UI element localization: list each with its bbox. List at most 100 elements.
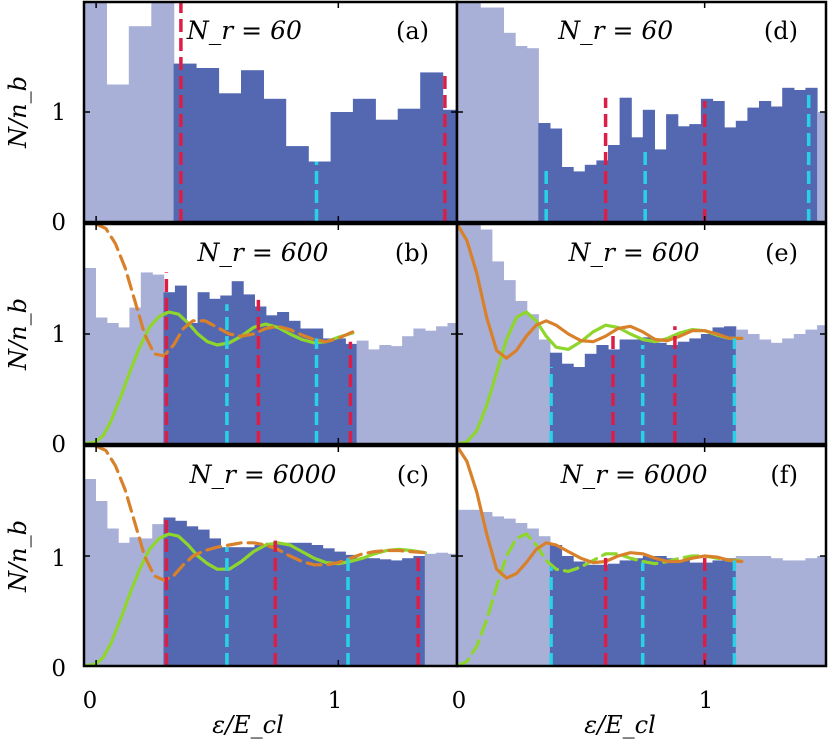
panel-label-d: (d)	[764, 17, 798, 45]
bar-d-11	[584, 164, 597, 222]
y-axis-label-bot: N/n_b	[4, 520, 32, 593]
bar-f-25	[747, 556, 760, 666]
bar-d-1	[468, 2, 481, 222]
panel-f: N_r = 6000 (f)	[455, 444, 828, 668]
bar-a-14	[397, 108, 421, 222]
bar-f-30	[805, 558, 818, 666]
bar-c-4	[129, 537, 142, 666]
bar-f-24	[735, 556, 748, 666]
bar-a-5	[196, 68, 220, 222]
bar-a-7	[241, 70, 264, 222]
bar-e-26	[759, 339, 772, 444]
panel-title-c: N_r = 6000	[189, 460, 337, 489]
bar-e-22	[712, 327, 725, 444]
panel-label-f: (f)	[770, 461, 798, 489]
bar-c-17	[277, 542, 290, 666]
bar-e-16	[642, 337, 655, 444]
series-orange-e	[457, 224, 744, 360]
bar-d-10	[573, 171, 586, 222]
ytick-mid-0: 0	[51, 432, 66, 458]
panel-a: N_r = 60 (a)	[82, 0, 459, 224]
bar-f-9	[561, 556, 574, 666]
bar-d-26	[759, 101, 772, 222]
bar-b-29	[413, 328, 426, 444]
bar-f-19	[677, 560, 690, 666]
bar-c-23	[345, 554, 358, 666]
bar-e-15	[631, 339, 644, 444]
bar-c-7	[163, 517, 176, 666]
y-axis-label-top: N/n_b	[4, 76, 32, 149]
bar-d-8	[549, 128, 563, 222]
bar-b-5	[140, 272, 153, 444]
panel-b-plot	[84, 224, 457, 444]
bar-e-12	[596, 345, 609, 444]
panel-d: N_r = 60 (d)	[455, 0, 828, 224]
bar-e-0	[457, 224, 470, 444]
series-green-b	[84, 310, 355, 444]
bar-e-14	[619, 339, 632, 444]
bar-f-0	[457, 509, 470, 666]
bar-d-28	[782, 87, 795, 222]
bar-f-26	[759, 556, 772, 666]
bar-c-15	[254, 545, 267, 666]
bar-b-22	[333, 338, 346, 444]
bar-a-2	[128, 26, 152, 222]
panel-a-plot	[84, 2, 457, 222]
bar-b-7	[163, 292, 176, 444]
bar-b-32	[447, 323, 457, 444]
bar-f-7	[538, 536, 551, 666]
bar-f-16	[642, 556, 655, 666]
bar-f-15	[631, 558, 644, 666]
bar-e-10	[573, 367, 586, 444]
bar-e-21	[700, 334, 714, 444]
bar-c-30	[424, 553, 437, 666]
bar-e-6	[526, 314, 539, 444]
bar-e-5	[515, 301, 528, 444]
panel-label-a: (a)	[396, 17, 429, 45]
bar-e-25	[747, 334, 760, 444]
bar-c-32	[447, 553, 457, 666]
ytick-mid-1: 1	[51, 322, 66, 348]
bar-d-23	[724, 127, 737, 222]
panel-d-plot	[457, 2, 826, 222]
bar-b-0	[84, 268, 96, 444]
bar-e-4	[503, 280, 516, 444]
xtick-left-0: 0	[83, 688, 98, 714]
bar-f-14	[619, 560, 632, 666]
bar-d-5	[515, 46, 528, 222]
series-green-f	[457, 532, 744, 666]
bar-f-21	[700, 562, 714, 666]
panel-f-plot	[457, 446, 826, 666]
bar-c-1	[95, 501, 108, 666]
bar-b-18	[288, 320, 301, 444]
panel-title-b: N_r = 600	[197, 238, 329, 267]
bar-a-9	[285, 146, 309, 222]
bar-c-20	[311, 545, 324, 666]
ytick-bot-1: 1	[51, 546, 66, 572]
bar-d-19	[677, 126, 690, 222]
bar-c-18	[288, 542, 301, 666]
bar-e-24	[735, 329, 748, 444]
bar-a-13	[375, 119, 399, 222]
bar-f-5	[515, 523, 528, 666]
bar-a-6	[218, 93, 242, 222]
bar-b-14	[243, 294, 255, 444]
bar-e-9	[561, 363, 574, 444]
bar-b-13	[231, 281, 244, 444]
series-orange-c	[94, 446, 428, 582]
bar-b-2	[106, 323, 119, 444]
bar-f-3	[491, 516, 504, 666]
bar-c-25	[368, 558, 380, 666]
series-green-c	[84, 532, 428, 666]
panel-c-plot	[84, 446, 457, 666]
bar-c-11	[209, 538, 221, 666]
bar-f-29	[793, 560, 806, 666]
bar-c-29	[413, 556, 426, 666]
panel-label-b: (b)	[395, 239, 429, 267]
xtick-right-0: 0	[452, 688, 467, 714]
panel-c: N_r = 6000 (c)	[82, 444, 459, 668]
bar-d-0	[457, 2, 470, 222]
bar-f-17	[654, 556, 667, 666]
bar-e-29	[793, 334, 806, 444]
bar-b-9	[186, 323, 199, 444]
